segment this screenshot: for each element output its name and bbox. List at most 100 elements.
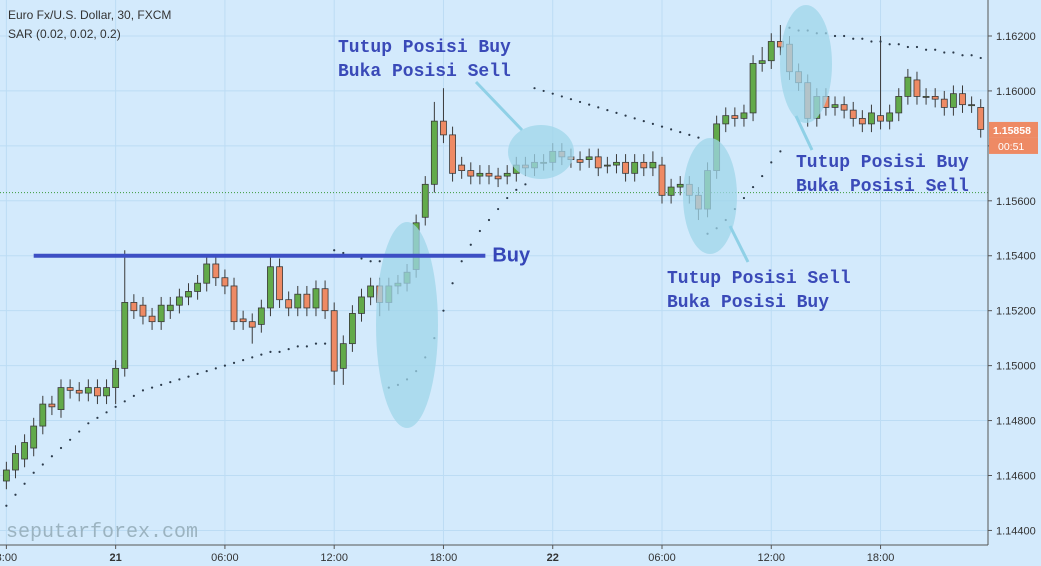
candle-body <box>166 304 174 312</box>
candle-body <box>467 170 475 177</box>
sar-dot <box>105 411 108 414</box>
candle-body <box>139 304 147 317</box>
sar-dot <box>651 122 654 125</box>
candle-body <box>203 263 211 284</box>
candle-body <box>449 134 456 174</box>
price-tag-label: 1.15858 <box>993 125 1031 137</box>
sar-dot <box>469 243 472 246</box>
sar-dot <box>496 207 500 211</box>
y-tick-label: 1.14600 <box>996 471 1036 483</box>
overlay: Tutup Posisi Buy Buka Posisi Sell Tutup … <box>6 5 969 544</box>
sar-dot <box>132 394 135 397</box>
sar-dot <box>260 353 263 356</box>
candle-body <box>248 321 256 328</box>
candle-body <box>321 288 329 312</box>
sar-dot <box>251 356 254 359</box>
candle-body <box>75 389 83 394</box>
sar-dot <box>843 34 846 38</box>
candle-body <box>576 159 584 163</box>
candle-body <box>740 112 748 119</box>
candle-body <box>922 96 930 98</box>
sar-dot <box>451 282 454 285</box>
sar-dot <box>87 422 90 425</box>
sar-dot <box>770 161 773 164</box>
candle-body <box>130 302 138 312</box>
candle-body <box>494 175 502 180</box>
sar-dot <box>487 218 491 222</box>
sar-dot <box>278 350 281 353</box>
candle-body <box>640 161 648 169</box>
x-tick-label: 3:00 <box>0 552 17 564</box>
x-tick-label: 18:00 <box>867 552 895 564</box>
y-tick-label: 1.16000 <box>996 86 1036 98</box>
sar-dot <box>742 196 746 200</box>
candle-body <box>239 318 247 323</box>
x-tick-label: 06:00 <box>648 552 676 564</box>
sar-dot <box>269 350 272 353</box>
candle-body <box>940 98 948 108</box>
sar-dot <box>78 430 81 433</box>
y-tick-label: 1.14800 <box>996 416 1036 428</box>
sar-dot <box>187 375 190 378</box>
sar-dot <box>897 43 900 46</box>
sar-dot <box>679 131 682 134</box>
sar-dot <box>141 389 145 392</box>
sar-dot <box>533 87 536 90</box>
candle-body <box>877 115 884 122</box>
sar-dot <box>569 98 573 101</box>
sar-dot <box>442 309 445 312</box>
sar-dot <box>114 405 117 408</box>
highlight <box>508 125 574 179</box>
candle-body <box>221 277 229 287</box>
sar-dot <box>232 361 236 364</box>
candle-body <box>121 302 129 369</box>
candle-body <box>257 307 265 325</box>
candle-body <box>594 156 602 169</box>
sar-dot <box>196 372 199 375</box>
watermark: seputarforex.com <box>6 521 198 544</box>
candle-body <box>358 296 365 314</box>
candle-body <box>294 293 302 309</box>
sar-dot <box>69 438 72 441</box>
candle-body <box>349 313 356 345</box>
sar-dot <box>588 103 591 106</box>
countdown-box <box>989 137 1038 154</box>
annotation: Buka Posisi Sell <box>796 177 969 197</box>
candle-body <box>858 117 866 125</box>
sar-dot <box>670 128 673 131</box>
sar-dot <box>178 378 181 381</box>
sar-dot <box>624 114 627 117</box>
candle-body <box>631 161 639 174</box>
countdown: 00:51 <box>998 141 1024 153</box>
candle-body <box>676 183 684 188</box>
candle-body <box>267 266 274 309</box>
x-tick-label: 22 <box>547 552 559 564</box>
sar-dot <box>924 48 928 51</box>
sar-dot <box>242 359 245 362</box>
candle-body <box>476 172 484 177</box>
sar-dot <box>615 111 618 115</box>
candle-body <box>230 285 238 323</box>
candle-body <box>303 293 311 309</box>
candle-body <box>94 387 101 397</box>
candle-body <box>503 172 511 177</box>
sar-dot <box>870 40 873 43</box>
candle-body <box>959 93 966 106</box>
sar-dot <box>369 260 372 263</box>
sar-dot <box>761 174 764 178</box>
sar-dot <box>861 37 864 40</box>
annotation: Tutup Posisi Buy <box>796 153 969 173</box>
candle-body <box>39 403 47 427</box>
candle-body <box>831 104 839 108</box>
sar-dot <box>23 482 26 485</box>
sar-dot <box>852 37 855 40</box>
annotation: Buka Posisi Buy <box>667 293 829 313</box>
candle-body <box>485 172 493 177</box>
sar-dot <box>96 416 99 419</box>
sar-dot <box>460 260 463 263</box>
candle-body <box>30 425 38 449</box>
candle-body <box>649 161 657 169</box>
sar-dot <box>888 43 891 46</box>
candle-body <box>194 282 202 292</box>
sar-dot <box>160 383 163 386</box>
